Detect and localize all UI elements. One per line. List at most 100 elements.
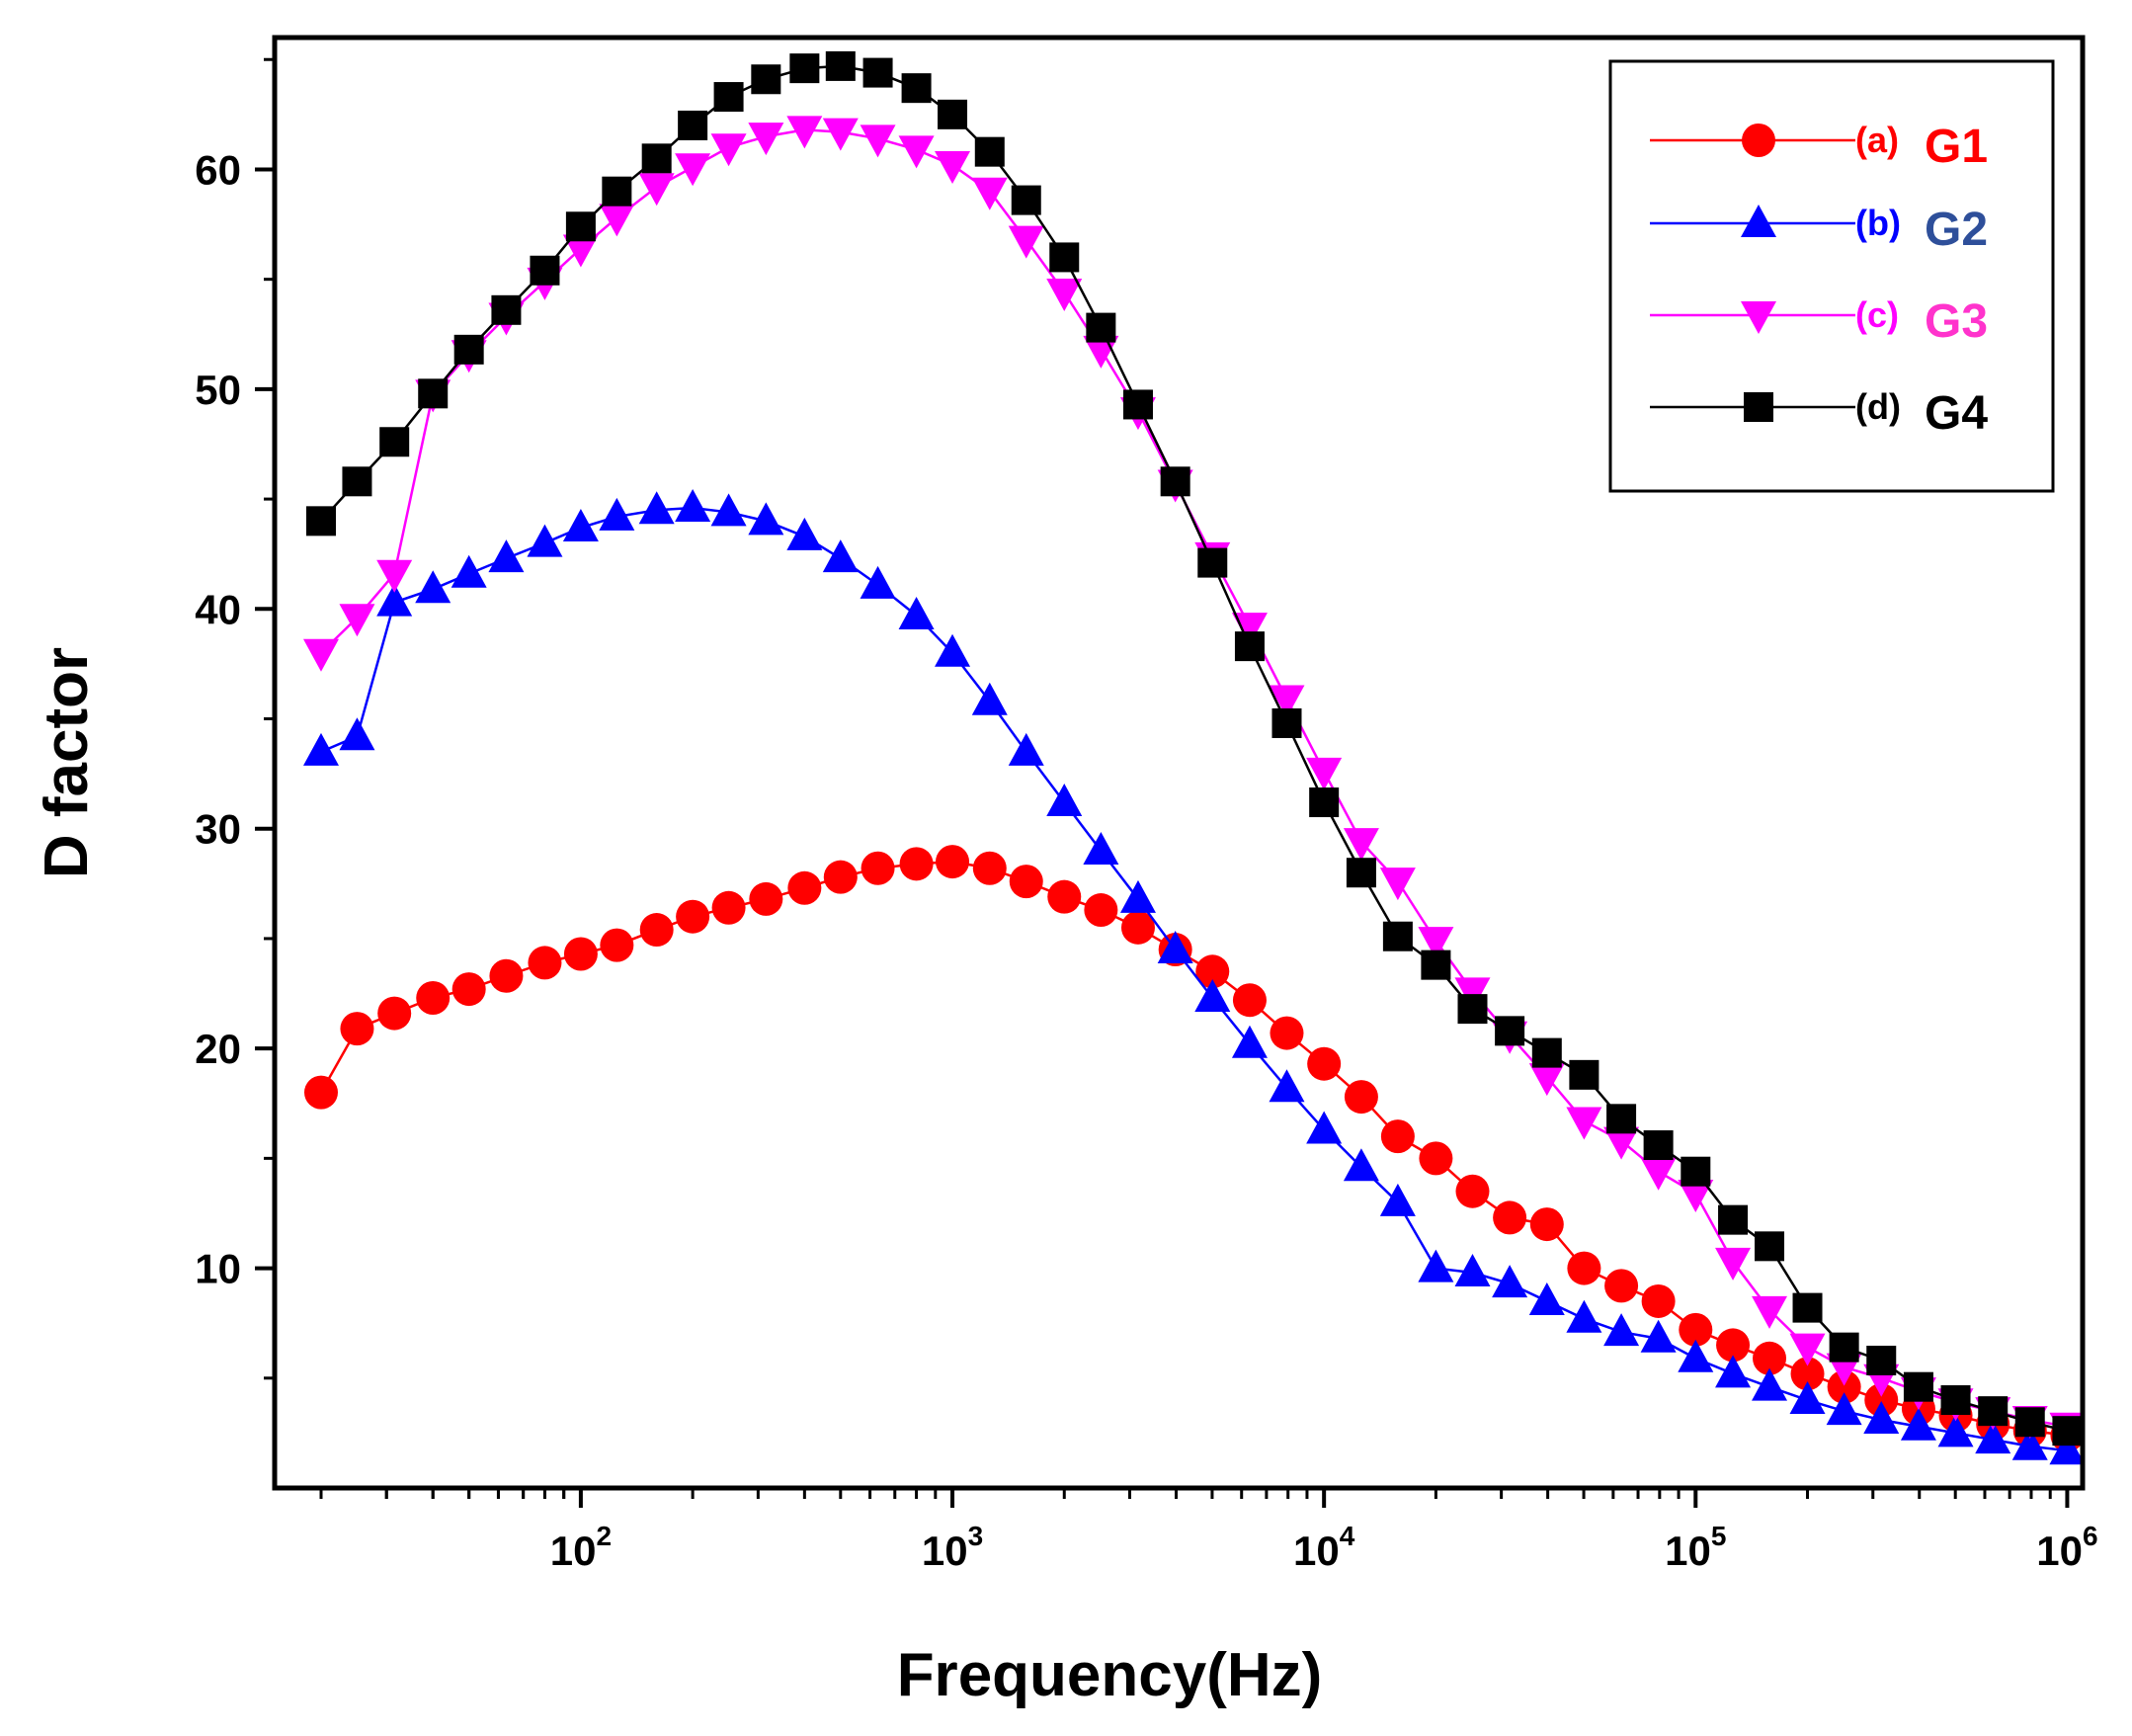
data-point-g4	[1681, 1156, 1711, 1187]
y-tick-label: 60	[195, 146, 241, 193]
data-point-g2	[527, 524, 563, 557]
legend-tag: (c)	[1855, 294, 1899, 335]
data-point-g4	[530, 255, 560, 286]
data-point-g2	[1900, 1407, 1936, 1441]
data-point-g1	[823, 860, 858, 894]
data-point-g1	[1679, 1312, 1713, 1347]
data-point-g4	[1382, 921, 1413, 951]
data-point-g4	[1011, 185, 1041, 215]
y-axis-title: D factor	[33, 647, 101, 878]
data-point-g4	[1643, 1130, 1674, 1161]
data-point-g4	[713, 82, 744, 113]
data-point-g3	[1418, 927, 1454, 960]
data-point-g2	[898, 596, 935, 629]
x-tick-exponent: 6	[2083, 1521, 2098, 1551]
data-point-g3	[1343, 828, 1379, 862]
data-point-g2	[1343, 1148, 1379, 1182]
data-point-g2	[451, 554, 487, 588]
data-point-g3	[935, 151, 971, 185]
legend-entry-g2: (b) G2	[1650, 203, 1988, 256]
data-point-g1	[1455, 1174, 1490, 1208]
legend-box	[1608, 59, 2055, 493]
data-point-g1	[1009, 865, 1043, 899]
x-tick-exponent: 4	[1340, 1521, 1355, 1551]
data-point-g3	[1789, 1333, 1826, 1366]
x-tick-label: 105	[1665, 1521, 1726, 1574]
data-point-g3	[339, 604, 375, 637]
data-point-g4	[1457, 994, 1488, 1025]
series-g2	[302, 488, 2086, 1465]
data-point-g1	[861, 851, 895, 885]
data-point-g2	[1083, 831, 1119, 865]
data-point-g2	[1863, 1401, 1900, 1435]
data-point-g3	[1008, 225, 1044, 259]
data-point-g4	[1495, 1016, 1525, 1046]
legend-name: G4	[1925, 387, 1988, 440]
data-point-g1	[1864, 1383, 1899, 1418]
data-point-g2	[1528, 1281, 1565, 1315]
data-point-g4	[862, 57, 893, 88]
data-point-g4	[1829, 1332, 1859, 1363]
y-tick-label: 20	[195, 1026, 241, 1072]
data-point-g4	[1866, 1345, 1897, 1375]
data-point-g2	[786, 517, 823, 550]
data-point-g3	[1528, 1063, 1565, 1097]
legend: (a) G1 (b) G2 (c) G3 (d) G4	[1608, 59, 2055, 493]
x-tick-base: 10	[550, 1528, 597, 1574]
data-point-g1	[1641, 1283, 1676, 1318]
data-point-g4	[342, 466, 372, 497]
data-point-g2	[415, 570, 451, 604]
y-tick-label: 40	[195, 586, 241, 632]
legend-name: G3	[1925, 295, 1988, 348]
data-point-g1	[676, 899, 710, 934]
x-tick-exponent: 5	[1711, 1521, 1727, 1551]
data-point-g3	[1715, 1247, 1752, 1281]
data-point-g4	[641, 143, 672, 174]
data-point-g4	[938, 99, 968, 129]
data-point-g4	[1531, 1037, 1562, 1068]
data-point-g2	[599, 497, 635, 531]
legend-entry-g4: (d) G4	[1650, 386, 1988, 440]
data-point-g4	[1197, 547, 1228, 578]
data-point-g2	[1231, 1025, 1268, 1058]
data-point-g2	[339, 717, 375, 751]
legend-marker-triangle-down	[1741, 301, 1776, 334]
data-point-g3	[1640, 1157, 1677, 1191]
data-point-g2	[1975, 1421, 2011, 1454]
data-point-g4	[1903, 1371, 1933, 1402]
data-point-g1	[416, 980, 451, 1015]
data-point-g3	[748, 123, 784, 156]
data-point-g4	[1234, 631, 1265, 662]
data-point-g1	[340, 1012, 374, 1046]
data-point-g1	[1493, 1200, 1527, 1235]
data-point-g2	[1566, 1299, 1602, 1333]
data-point-g4	[2052, 1416, 2083, 1447]
data-point-g4	[901, 73, 932, 104]
data-point-g4	[1755, 1231, 1785, 1262]
data-point-g1	[749, 881, 783, 916]
data-point-g4	[1309, 787, 1340, 818]
data-point-g4	[1421, 950, 1451, 980]
data-point-g2	[1008, 732, 1044, 766]
data-point-g4	[379, 427, 410, 457]
data-point-g1	[787, 870, 822, 905]
data-point-g4	[1569, 1059, 1599, 1090]
data-point-g2	[822, 539, 859, 573]
data-point-g1	[1270, 1016, 1304, 1050]
data-point-g1	[936, 845, 970, 879]
data-point-g3	[860, 124, 896, 158]
data-point-g2	[1269, 1069, 1305, 1103]
data-point-g1	[303, 1075, 338, 1110]
data-point-g3	[562, 234, 599, 268]
x-tick-label: 103	[922, 1521, 983, 1574]
data-point-g1	[1716, 1328, 1751, 1363]
data-point-g4	[1718, 1204, 1749, 1235]
data-point-g1	[600, 928, 634, 962]
data-point-g1	[1084, 893, 1118, 928]
data-point-g2	[376, 583, 413, 617]
data-point-g1	[1567, 1251, 1601, 1285]
data-point-g3	[376, 559, 413, 593]
data-point-g4	[305, 506, 336, 537]
data-point-g2	[302, 732, 339, 766]
